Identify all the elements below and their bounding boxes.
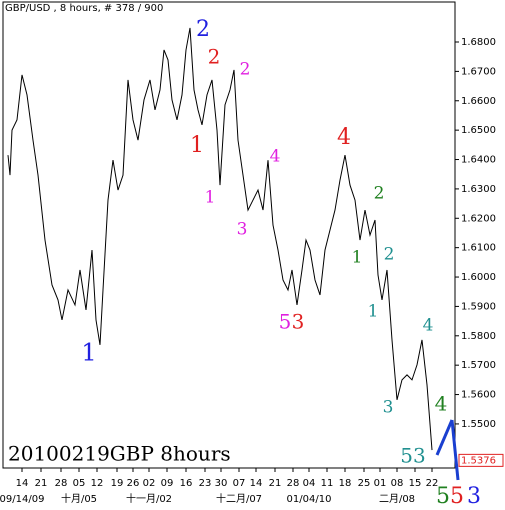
x-tick-label-secondary: 09/14/09 [0, 494, 44, 505]
x-tick-label: 11 [321, 478, 334, 489]
wave-label: 4 [423, 316, 434, 336]
y-tick-label: 1.6800 [461, 37, 496, 48]
x-tick-label: 16 [180, 478, 193, 489]
last-price-label: 1.5376 [461, 455, 496, 466]
y-tick-label: 1.5900 [461, 301, 496, 312]
wave-label: 1 [205, 188, 216, 208]
chart-title: GBP/USD , 8 hours, # 378 / 900 [5, 3, 163, 14]
y-tick-label: 1.5800 [461, 331, 496, 342]
x-tick-label: 15 [409, 478, 422, 489]
wave-sketch [450, 419, 460, 481]
x-tick-label: 19 [111, 478, 124, 489]
x-tick-label: 26 [127, 478, 140, 489]
wave-label: 3 [383, 398, 394, 418]
y-tick-label: 1.6000 [461, 272, 496, 283]
y-tick-label: 1.5700 [461, 360, 496, 371]
wave-label: 2 [208, 45, 221, 69]
wave-label: 2 [374, 184, 385, 204]
x-tick-label: 30 [215, 478, 228, 489]
x-tick-label: 23 [199, 478, 212, 489]
y-tick-label: 1.6100 [461, 243, 496, 254]
y-tick-label: 1.6400 [461, 155, 496, 166]
y-tick-label: 1.6200 [461, 213, 496, 224]
wave-label: 2 [240, 60, 251, 80]
wave-label: 3 [237, 220, 248, 240]
x-tick-label-secondary: 十二月/07 [216, 492, 262, 505]
wave-label: 4 [435, 392, 448, 416]
x-tick-label: 12 [91, 478, 104, 489]
x-tick-label: 09 [161, 478, 174, 489]
wave-label: 5 [279, 310, 292, 334]
x-tick-label: 21 [269, 478, 282, 489]
wave-label: 4 [270, 147, 281, 167]
y-tick-label: 1.5500 [461, 419, 496, 430]
y-tick-label: 1.6600 [461, 96, 496, 107]
x-tick-label: 18 [339, 478, 352, 489]
wave-label: 1 [81, 339, 96, 367]
y-tick-label: 1.6500 [461, 125, 496, 136]
wave-label: 3 [292, 310, 305, 334]
x-tick-label-secondary: 十一月/02 [126, 492, 172, 505]
x-tick-label: 08 [391, 478, 404, 489]
x-tick-label: 04 [303, 478, 316, 489]
x-tick-label: 22 [426, 478, 439, 489]
x-tick-label: 05 [73, 478, 86, 489]
wave-label: 1 [352, 248, 363, 268]
x-tick-label: 02 [143, 478, 156, 489]
wave-label: 2 [196, 17, 210, 42]
x-tick-label-secondary: 二月/08 [379, 493, 415, 505]
wave-label: 3 [467, 484, 481, 509]
wave-label: 1 [368, 302, 379, 322]
last-price-box [458, 453, 504, 467]
x-tick-label: 14 [250, 478, 263, 489]
price-line [7, 27, 433, 451]
wave-label: 1 [190, 133, 204, 158]
wave-sketch [435, 419, 454, 456]
wave-label: 5 [436, 484, 450, 509]
y-tick-label: 1.6700 [461, 66, 496, 77]
x-tick-label: 28 [287, 478, 300, 489]
x-tick-label: 28 [55, 478, 68, 489]
y-tick-label: 1.5600 [461, 390, 496, 401]
x-tick-label-secondary: 十月/05 [61, 492, 97, 505]
wave-label: 53 [400, 444, 425, 468]
y-tick-label: 1.6300 [461, 184, 496, 195]
wave-label: 4 [337, 125, 351, 150]
wave-label: 2 [384, 245, 395, 265]
x-tick-label: 21 [35, 478, 48, 489]
wave-label: 5 [450, 484, 464, 509]
x-tick-label: 07 [233, 478, 246, 489]
x-tick-label: 14 [16, 478, 29, 489]
plot-frame [2, 1, 456, 469]
x-tick-label: 25 [358, 478, 371, 489]
watermark: 20100219GBP 8hours [8, 442, 231, 466]
x-tick-label-secondary: 01/04/10 [287, 494, 332, 505]
x-tick-label: 01 [374, 478, 387, 489]
